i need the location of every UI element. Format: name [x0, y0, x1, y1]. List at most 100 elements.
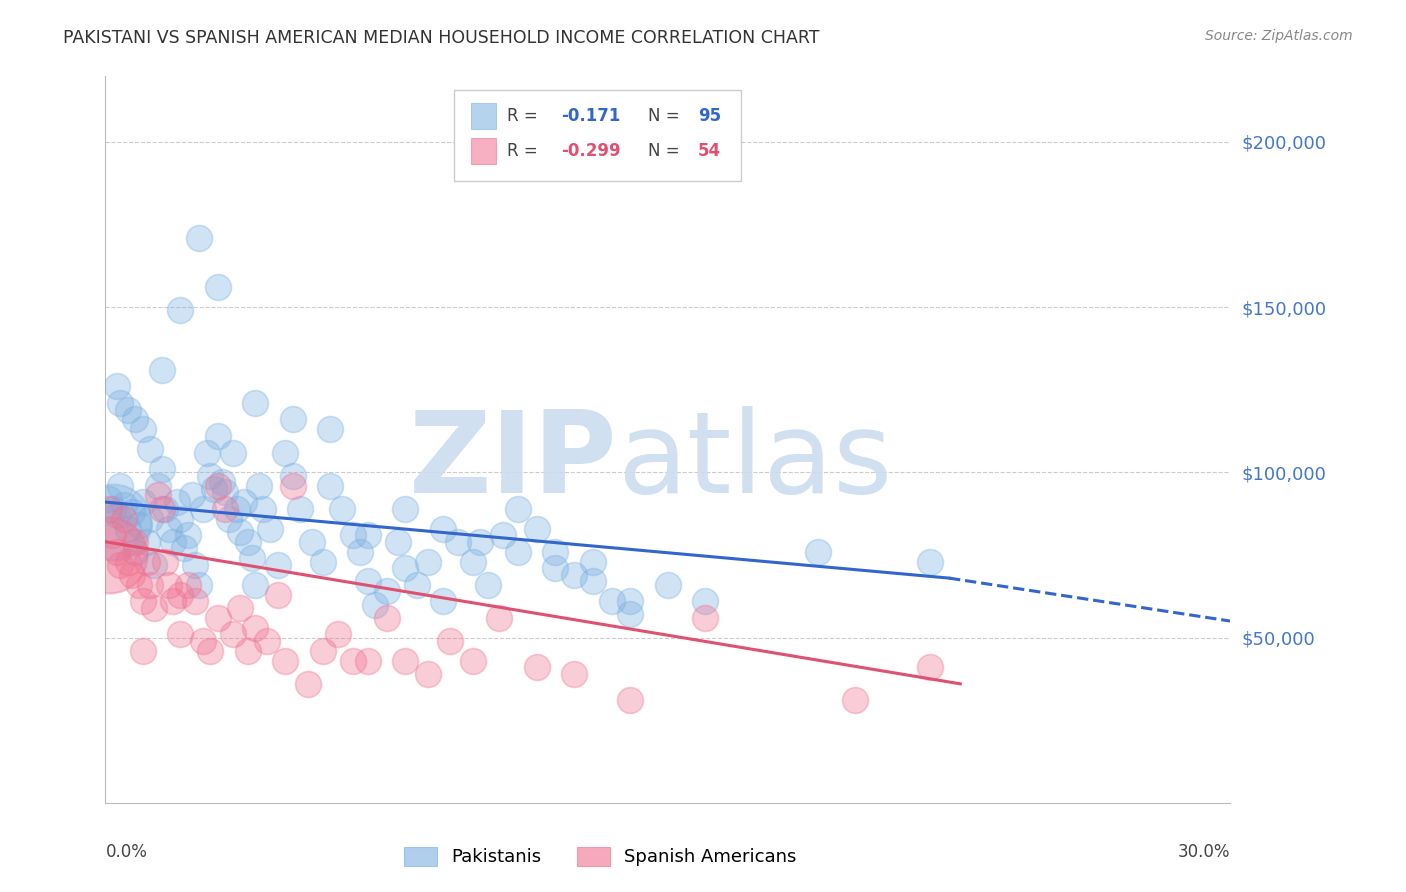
Point: [155, 501, 177, 516]
Point: [101, 515, 124, 529]
Point: [157, 578, 180, 592]
Text: ZIP: ZIP: [409, 406, 617, 516]
Point: [112, 511, 135, 525]
Point: [319, 422, 342, 436]
Point: [349, 544, 371, 558]
Point: [200, 468, 222, 483]
Point: [439, 633, 461, 648]
Point: [544, 561, 567, 575]
Point: [200, 644, 222, 658]
Text: PAKISTANI VS SPANISH AMERICAN MEDIAN HOUSEHOLD INCOME CORRELATION CHART: PAKISTANI VS SPANISH AMERICAN MEDIAN HOU…: [63, 29, 820, 46]
Point: [274, 445, 297, 459]
Point: [544, 544, 567, 558]
Point: [166, 495, 188, 509]
Point: [132, 594, 155, 608]
Point: [177, 578, 200, 592]
Text: -0.171: -0.171: [561, 107, 620, 125]
Point: [844, 693, 866, 707]
Point: [252, 501, 274, 516]
Point: [101, 528, 124, 542]
Point: [117, 402, 139, 417]
Text: atlas: atlas: [617, 406, 893, 516]
Point: [143, 600, 166, 615]
Point: [461, 654, 484, 668]
Point: [233, 495, 256, 509]
Point: [807, 544, 830, 558]
Point: [110, 396, 132, 410]
Point: [582, 574, 605, 589]
Point: [184, 594, 207, 608]
Point: [920, 660, 942, 674]
Point: [387, 534, 409, 549]
Point: [281, 478, 304, 492]
Point: [146, 488, 169, 502]
Point: [150, 363, 173, 377]
Point: [394, 561, 416, 575]
Point: [326, 627, 349, 641]
Point: [274, 654, 297, 668]
Point: [218, 511, 240, 525]
Point: [98, 501, 121, 516]
Point: [112, 499, 135, 513]
Point: [169, 303, 191, 318]
Point: [202, 482, 225, 496]
Point: [195, 445, 218, 459]
Point: [342, 528, 364, 542]
Point: [117, 522, 139, 536]
Text: -0.299: -0.299: [561, 142, 620, 160]
Point: [619, 693, 641, 707]
FancyBboxPatch shape: [454, 90, 741, 181]
Point: [117, 555, 139, 569]
Point: [101, 501, 124, 516]
Point: [188, 578, 211, 592]
Point: [225, 501, 247, 516]
Point: [526, 522, 548, 536]
Point: [110, 478, 132, 492]
Point: [229, 600, 252, 615]
Point: [169, 588, 191, 602]
Point: [207, 611, 229, 625]
Point: [128, 518, 150, 533]
Point: [162, 594, 184, 608]
Point: [180, 488, 202, 502]
Point: [447, 534, 470, 549]
Point: [582, 555, 605, 569]
Point: [207, 429, 229, 443]
Point: [222, 445, 245, 459]
Point: [236, 644, 259, 658]
Point: [143, 558, 166, 572]
Point: [657, 578, 679, 592]
Text: 95: 95: [699, 107, 721, 125]
Text: 30.0%: 30.0%: [1178, 843, 1230, 861]
Point: [121, 567, 143, 582]
Point: [177, 528, 200, 542]
Point: [157, 522, 180, 536]
Point: [188, 231, 211, 245]
Bar: [471, 103, 496, 128]
Point: [132, 422, 155, 436]
Point: [600, 594, 623, 608]
Point: [461, 555, 484, 569]
Point: [128, 578, 150, 592]
Point: [245, 396, 267, 410]
Point: [394, 654, 416, 668]
Point: [342, 654, 364, 668]
Point: [562, 567, 585, 582]
Point: [135, 534, 157, 549]
Point: [105, 544, 128, 558]
Point: [256, 633, 278, 648]
Point: [211, 475, 233, 490]
Point: [695, 594, 717, 608]
Point: [121, 505, 143, 519]
Point: [432, 522, 454, 536]
Point: [297, 677, 319, 691]
Point: [619, 594, 641, 608]
Point: [124, 544, 146, 558]
Point: [184, 558, 207, 572]
Text: Source: ZipAtlas.com: Source: ZipAtlas.com: [1205, 29, 1353, 43]
Point: [920, 555, 942, 569]
Point: [357, 574, 380, 589]
Point: [357, 528, 380, 542]
Point: [191, 633, 214, 648]
Point: [267, 588, 290, 602]
